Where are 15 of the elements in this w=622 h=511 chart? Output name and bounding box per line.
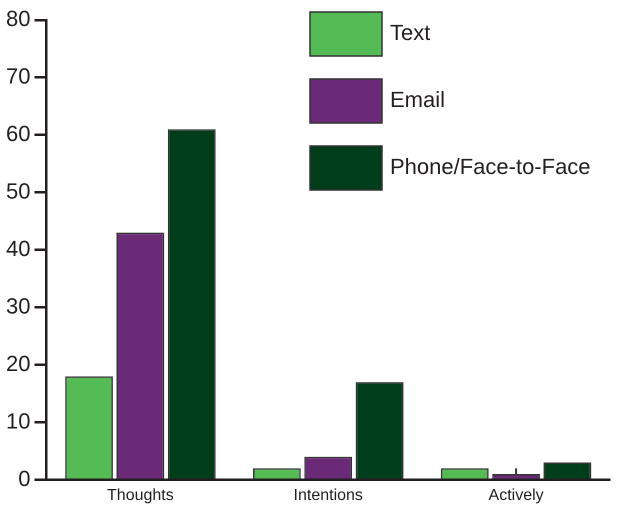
- x-tick-label: Intentions: [294, 486, 363, 504]
- legend-label: Phone/Face-to-Face: [390, 154, 591, 180]
- y-tick-label: 70: [6, 64, 30, 89]
- y-tick-label: 80: [6, 6, 30, 32]
- x-tick-label: Thoughts: [107, 486, 174, 504]
- x-tick-label: Actively: [488, 486, 544, 504]
- y-tick-label: 50: [6, 178, 30, 204]
- legend-label: Email: [390, 87, 446, 112]
- legend-label: Text: [390, 20, 430, 46]
- y-tick-label: 40: [6, 236, 30, 261]
- y-tick-label: 10: [6, 408, 30, 434]
- y-tick-label: 0: [18, 466, 30, 491]
- y-tick-label: 30: [6, 293, 30, 318]
- y-tick-label: 20: [6, 350, 30, 376]
- y-tick-label: 60: [6, 121, 30, 146]
